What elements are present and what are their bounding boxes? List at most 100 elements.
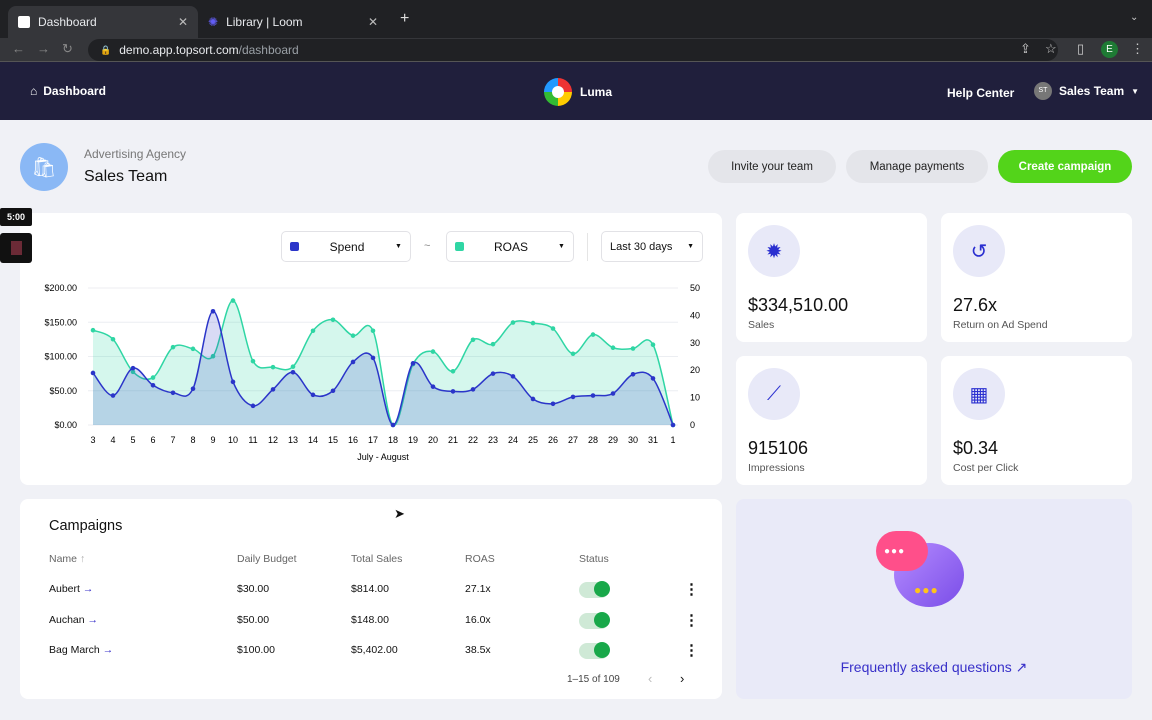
- luma-logo-icon: [544, 78, 572, 106]
- campaign-name-link[interactable]: Aubert →: [49, 583, 94, 595]
- next-page-button[interactable]: ›: [680, 671, 685, 686]
- data-point-roas: [90, 327, 96, 333]
- x-axis-tick: 21: [448, 435, 458, 445]
- data-point-roas: [310, 328, 316, 334]
- x-axis-tick: 30: [628, 435, 638, 445]
- stop-recording-button[interactable]: [0, 233, 32, 263]
- data-point-spend: [610, 391, 616, 396]
- x-axis-tick: 23: [488, 435, 498, 445]
- data-point-roas: [430, 349, 436, 354]
- campaign-status-toggle[interactable]: [579, 611, 610, 629]
- x-axis-tick: 6: [150, 435, 155, 445]
- date-range-select[interactable]: Last 30 days ▼: [601, 231, 703, 262]
- stat-label: Impressions: [748, 462, 805, 474]
- top-nav: ⌂ Dashboard Luma Help Center ST Sales Tea…: [0, 62, 1152, 120]
- data-point-spend: [570, 394, 576, 400]
- new-tab-button[interactable]: +: [400, 10, 410, 27]
- x-axis-tick: 20: [428, 435, 438, 445]
- metric2-select[interactable]: ROAS ▼: [446, 231, 574, 262]
- pagination-info: 1–15 of 109: [567, 674, 620, 685]
- invite-team-button[interactable]: Invite your team: [708, 150, 836, 183]
- side-panel-icon[interactable]: ▯: [1077, 41, 1085, 56]
- data-point-roas: [530, 320, 536, 326]
- back-icon[interactable]: ←: [12, 41, 25, 56]
- dollar-badge-icon: ✹: [748, 225, 800, 277]
- row-menu-icon[interactable]: ⋮: [684, 581, 699, 598]
- x-axis-tick: 8: [190, 435, 195, 445]
- col-roas-header[interactable]: ROAS: [465, 553, 495, 565]
- campaign-name-link[interactable]: Auchan →: [49, 613, 99, 626]
- caret-down-icon: ▼: [687, 243, 694, 250]
- faq-card[interactable]: ●●● ●●● Frequently asked questions ↗: [736, 499, 1132, 699]
- x-axis-tick: 14: [308, 435, 318, 445]
- close-tab-icon[interactable]: ✕: [177, 15, 188, 29]
- col-budget-header[interactable]: Daily Budget: [237, 553, 297, 565]
- data-point-spend: [110, 393, 116, 398]
- col-status-header[interactable]: Status: [579, 553, 609, 565]
- campaign-name-link[interactable]: Bag March →: [49, 644, 114, 656]
- left-axis-tick: $100.00: [44, 352, 77, 362]
- campaign-status-toggle[interactable]: [579, 581, 610, 598]
- bookmark-star-icon[interactable]: ☆: [1045, 41, 1057, 56]
- right-axis-tick: 20: [690, 365, 700, 375]
- metric1-select[interactable]: Spend ▼: [281, 231, 411, 262]
- data-point-spend: [250, 403, 256, 409]
- mouse-cursor: ➤: [394, 506, 405, 521]
- profile-avatar[interactable]: E: [1101, 41, 1118, 58]
- x-axis-tick: 25: [528, 435, 538, 445]
- tab-loom[interactable]: ✺ Library | Loom ✕: [208, 15, 378, 29]
- data-point-roas: [270, 364, 276, 370]
- data-point-spend: [330, 388, 336, 394]
- row-menu-icon[interactable]: ⋮: [684, 642, 699, 659]
- left-axis-tick: $150.00: [44, 317, 77, 327]
- data-point-spend: [430, 384, 436, 389]
- col-sales-header[interactable]: Total Sales: [351, 553, 403, 565]
- campaign-budget: $30.00: [237, 583, 270, 595]
- manage-payments-button[interactable]: Manage payments: [846, 150, 988, 183]
- data-point-roas: [210, 353, 216, 359]
- share-icon[interactable]: ⇪: [1020, 41, 1031, 56]
- caret-down-icon: ▼: [558, 243, 565, 250]
- recording-timer: 5:00: [0, 208, 32, 226]
- tab-dashboard[interactable]: Dashboard ✕: [8, 6, 198, 38]
- data-point-roas: [290, 364, 296, 369]
- data-point-roas: [190, 346, 196, 352]
- campaign-status-toggle[interactable]: [579, 642, 610, 659]
- forward-icon[interactable]: →: [37, 41, 50, 56]
- roas-color-swatch: [455, 242, 464, 251]
- url-input[interactable]: 🔒 demo.app.topsort.com/dashboard: [88, 39, 1058, 61]
- help-center-link[interactable]: Help Center: [947, 86, 1015, 100]
- x-axis-tick: 18: [388, 435, 398, 445]
- data-point-spend: [170, 390, 176, 396]
- data-point-spend: [290, 369, 296, 375]
- create-campaign-button[interactable]: Create campaign: [998, 150, 1132, 183]
- close-tab-icon[interactable]: ✕: [367, 15, 378, 29]
- stop-icon: [10, 241, 22, 255]
- prev-page-button[interactable]: ‹: [648, 671, 653, 686]
- nav-dashboard-link[interactable]: ⌂ Dashboard: [30, 84, 106, 98]
- x-axis-tick: 10: [228, 435, 238, 445]
- data-point-roas: [370, 328, 376, 334]
- left-axis-tick: $0.00: [54, 420, 77, 430]
- browser-menu-icon[interactable]: ⋮: [1131, 41, 1144, 56]
- faq-link[interactable]: Frequently asked questions ↗: [840, 659, 1028, 675]
- stat-label: Cost per Click: [953, 462, 1019, 474]
- user-menu[interactable]: ST Sales Team ▼: [1034, 82, 1139, 100]
- arrow-right-icon: →: [102, 644, 114, 656]
- row-menu-icon[interactable]: ⋮: [684, 611, 699, 629]
- col-name-header[interactable]: Name ↑: [49, 553, 86, 565]
- data-point-roas: [470, 337, 476, 343]
- x-axis-tick: 12: [268, 435, 278, 445]
- reload-icon[interactable]: ↻: [62, 41, 73, 56]
- tab-search-icon[interactable]: ⌄: [1130, 12, 1139, 23]
- data-point-spend: [670, 422, 676, 428]
- home-icon: ⌂: [30, 84, 38, 98]
- data-point-spend: [210, 308, 216, 314]
- right-axis-tick: 50: [690, 283, 700, 293]
- brand-logo[interactable]: Luma: [544, 78, 612, 106]
- data-point-spend: [270, 387, 276, 392]
- data-point-spend: [390, 422, 396, 428]
- data-point-spend: [630, 372, 636, 377]
- data-point-roas: [130, 369, 136, 375]
- left-axis-tick: $50.00: [49, 386, 77, 396]
